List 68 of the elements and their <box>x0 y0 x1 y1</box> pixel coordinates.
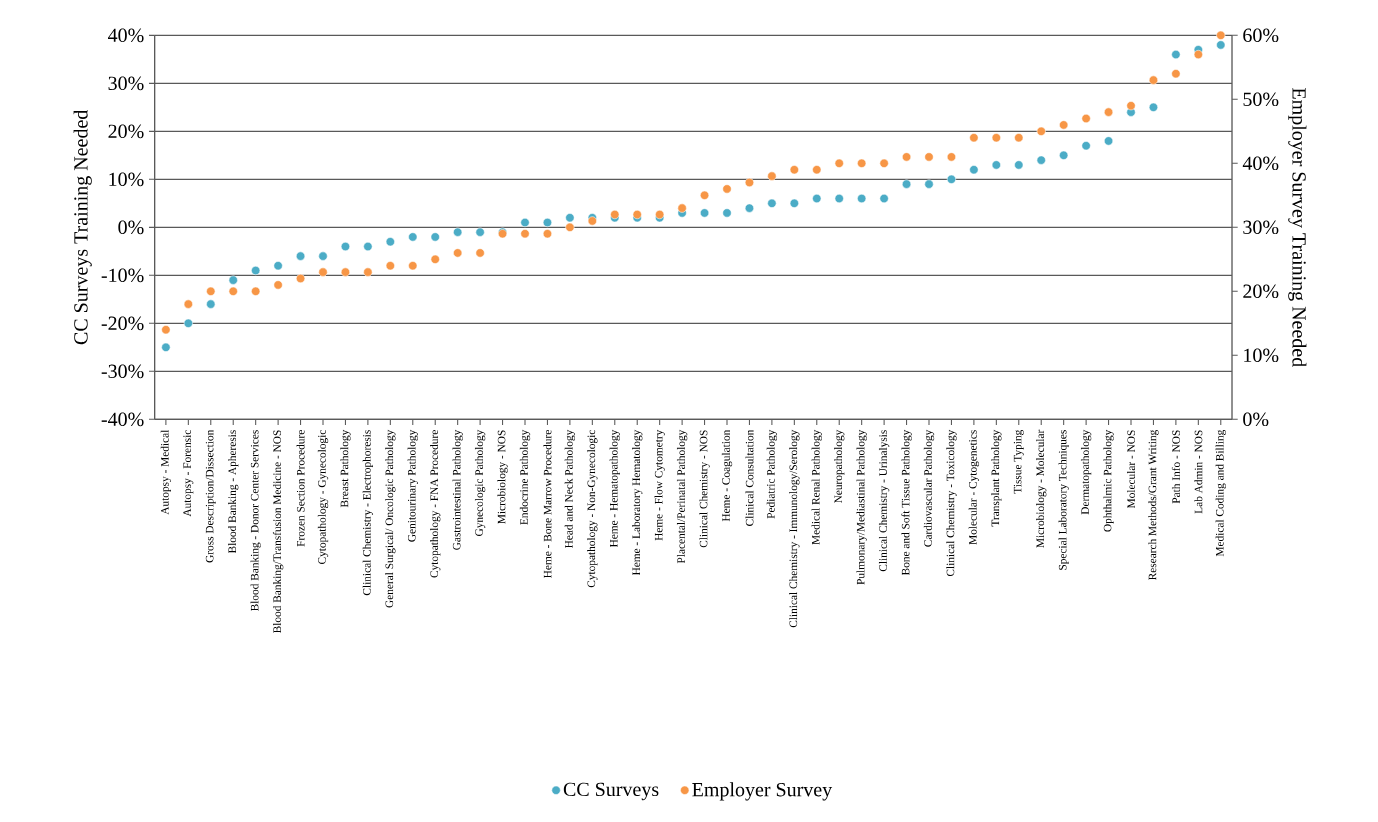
y2-tick-label: 30% <box>1243 220 1279 235</box>
x-tick-label: Gynecologic Pathology <box>474 429 486 536</box>
x-tick-label: Microbiology - NOS <box>497 430 508 524</box>
x-tick-label: Tissue Typing <box>1013 429 1024 494</box>
x-tick-label: Path Info - NOS <box>1171 430 1180 504</box>
y2-tick-label: 10% <box>1244 348 1279 363</box>
y-tick-label: 0% <box>118 220 144 235</box>
y2-tick-label: 20% <box>1243 284 1279 299</box>
y2-axis-title: Employer Survey Training Needed <box>1288 88 1307 367</box>
x-tick-label: Research Methods/Grant Writing <box>1148 429 1159 581</box>
x-tick-label: Autopsy - Medical <box>160 429 172 515</box>
x-tick-label: Cytopathology - Non-Gynecologic <box>587 430 598 588</box>
x-tick-label: Ophthalmic Pathology <box>1103 429 1114 532</box>
x-tick-label: Heme - Hematopathology <box>609 429 620 548</box>
legend-label: CC Surveys <box>563 782 659 801</box>
y2-tick-label: 40% <box>1242 156 1279 171</box>
x-tick-label: Pulmonary/Mediastinal Pathology <box>856 429 867 585</box>
y2-tick-label: 60% <box>1243 28 1279 43</box>
y-tick-label: 30% <box>108 76 144 91</box>
x-tick-label: Bone and Soft Tissue Pathology <box>901 429 912 576</box>
x-tick-label: Gastrointestinal Pathology <box>452 429 463 550</box>
x-tick-label: General Surgical/ Oncologic Pathology <box>385 429 396 608</box>
x-tick-label: Neuropathology <box>834 429 845 504</box>
y2-tick-label: 0% <box>1243 412 1269 427</box>
x-tick-label: Molecular - NOS <box>1127 430 1135 509</box>
y-axis-title: CC Surveys Training Needed <box>73 109 92 345</box>
y-tick-label: -40% <box>101 412 144 427</box>
x-tick-label: Clinical Chemistry - NOS <box>699 430 710 548</box>
y-tick-label: -10% <box>101 268 144 283</box>
x-tick-label: Heme - Laboratory Hematology <box>632 429 643 576</box>
x-tick-label: Heme - Coagulation <box>721 429 733 522</box>
legend-label: Employer Survey <box>692 782 833 801</box>
x-tick-label: Clinical Chemistry - Urinalysis <box>878 430 890 572</box>
x-tick-label: Autopsy - Forensic <box>183 430 194 517</box>
x-tick-label: Blood Banking/Transfusion Medicine - NOS <box>272 430 284 633</box>
x-tick-label: Dermatopathology <box>1080 429 1092 515</box>
x-tick-label: Clinical Chemistry - Immunology/Serology <box>789 429 800 628</box>
y-tick-label: 10% <box>109 172 144 187</box>
x-tick-label: Cytopathology - Gynecologic <box>317 430 329 564</box>
y-tick-label: -30% <box>101 364 144 379</box>
x-tick-label: Blood Banking - Donor Center Services <box>250 430 261 612</box>
x-tick-label: Heme - Flow Cytometry <box>654 429 665 541</box>
x-tick-label: Blood Banking - Apheresis <box>228 430 239 554</box>
x-tick-label: Cardiovascular Pathology <box>923 429 935 547</box>
x-tick-label: Transplant Pathology <box>991 429 1002 527</box>
x-tick-label: Endocrine Pathology <box>519 429 531 525</box>
x-tick-label: Frozen Section Procedure <box>296 430 305 547</box>
x-tick-label: Pediatric Pathology <box>766 429 778 519</box>
y2-tick-label: 50% <box>1243 92 1279 107</box>
x-tick-label: Gross Description/Dissection <box>205 429 216 563</box>
y-tick-label: 20% <box>108 124 144 139</box>
x-tick-label: Head and Neck Pathology <box>564 429 576 549</box>
x-tick-label: Clinical Consultation <box>745 429 754 526</box>
x-tick-label: Breast Pathology <box>340 429 351 508</box>
x-tick-label: Clinical Chemistry - Electrophoresis <box>362 430 374 596</box>
x-tick-label: Clinical Chemistry - Toxicology <box>946 429 957 577</box>
x-tick-label: Special Laboratory Techniques <box>1058 430 1069 570</box>
y-tick-label: 40% <box>108 28 144 43</box>
y-tick-label: -20% <box>101 316 144 331</box>
x-tick-label: Molecular - Cytogenetics <box>968 430 980 545</box>
x-tick-label: Cytopathology - FNA Procedure <box>430 430 441 578</box>
x-tick-label: Placental/Perinatal Pathology <box>676 429 688 564</box>
x-tick-label: Medical Coding and Billing <box>1215 429 1226 557</box>
x-tick-label: Genitourinary Pathology <box>407 429 418 542</box>
x-tick-label: Medical Renal Pathology <box>811 429 822 545</box>
x-tick-label: Microbiology - Molecular <box>1036 429 1047 548</box>
x-tick-label: Lab Admin - NOS <box>1194 430 1203 514</box>
x-tick-label: Heme - Bone Marrow Procedure <box>543 430 552 578</box>
